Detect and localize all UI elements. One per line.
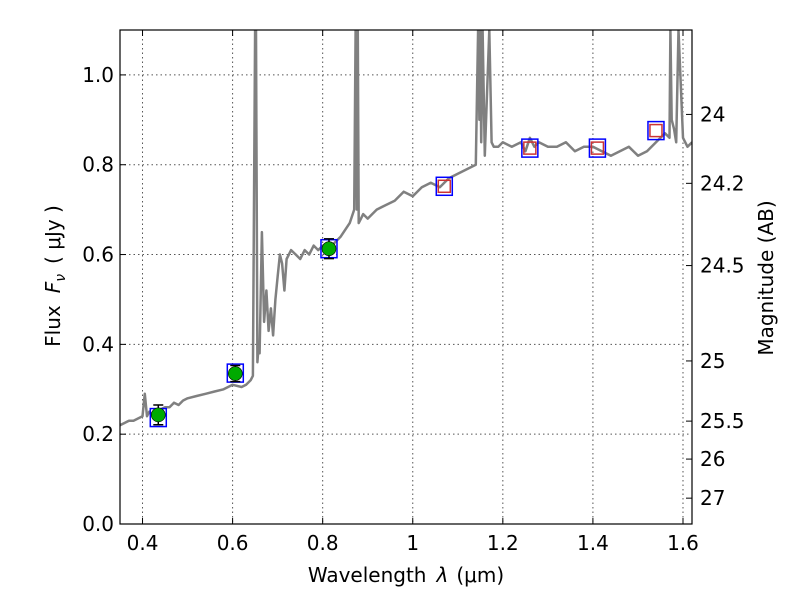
x-tick-label: 1 [406,531,419,555]
y-tick-label: 0.6 [82,243,114,267]
ir-model-marker [590,141,605,155]
ir-model-marker [523,141,537,155]
x-tick-label: 1.2 [487,531,519,555]
mag-tick-label: 26 [700,447,725,471]
model-photometry-box [435,176,454,197]
x-tick-label: 0.4 [127,531,159,555]
x-tick-label: 1.4 [577,531,609,555]
photometry-point [150,407,166,423]
y-tick-label: 0.2 [82,422,114,446]
photometry-point [228,366,243,381]
model-photometry-box [521,138,539,158]
plot-content [120,30,692,428]
x-axis-title: Wavelength λ (μm) [308,563,504,587]
y2-axis-title: Magnitude (AB) [754,200,778,355]
ir-model-marker [649,123,663,138]
y-tick-label: 0.4 [82,332,114,356]
model-photometry-box [647,120,665,141]
y-tick-label: 1.0 [82,63,114,87]
x-tick-label: 0.8 [307,531,339,555]
ir-model-marker [437,179,452,194]
model-photometry-box [588,138,607,158]
plot-frame [119,29,693,525]
mag-tick-label: 24.5 [700,254,745,278]
mag-tick-label: 24.2 [700,171,745,195]
x-tick-label: 0.6 [217,531,249,555]
x-tick-label: 1.6 [667,531,699,555]
y-tick-label: 0.0 [82,512,114,536]
y-axis-title: FluxFν( μJy ) [41,205,69,347]
mag-tick-label: 25 [700,349,725,373]
mag-tick-label: 27 [700,486,725,510]
y-tick-label: 0.8 [82,153,114,177]
mag-tick-label: 25.5 [700,409,745,433]
photometry-point [321,241,337,257]
axis-ticks: 0.4 0.6 0.8 1 1.2 1.4 1.6 0.0 0.2 0.4 0.6 0.8 1.0 24 2… [82,30,745,555]
mag-tick-label: 24 [700,102,725,126]
model-spectrum-line [120,30,692,427]
